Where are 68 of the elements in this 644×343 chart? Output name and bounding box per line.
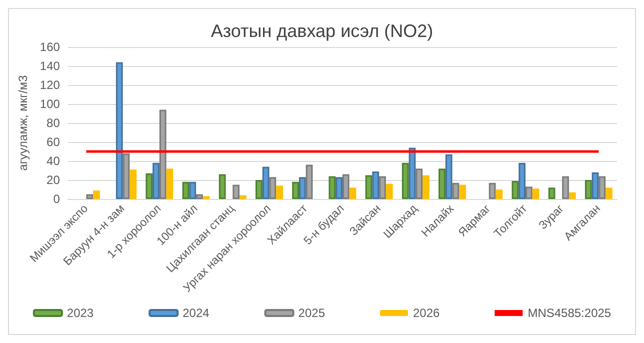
bar — [116, 62, 123, 199]
bar — [372, 171, 380, 199]
y-tick-label: 20 — [46, 173, 60, 187]
y-tick-label: 0 — [53, 192, 60, 206]
bar — [438, 168, 446, 199]
bar — [256, 180, 262, 199]
bar — [93, 190, 100, 199]
bar — [496, 190, 503, 199]
bar — [445, 154, 452, 199]
bar — [342, 174, 350, 199]
bar — [459, 184, 466, 199]
legend-label: MNS4585:2025 — [528, 306, 612, 320]
bar — [568, 192, 576, 199]
bar — [240, 195, 246, 199]
bar — [349, 188, 356, 199]
bar — [86, 194, 94, 199]
legend-label: 2023 — [66, 306, 94, 320]
y-tick-label: 80 — [46, 116, 60, 130]
bar — [584, 180, 592, 199]
bar — [379, 176, 386, 199]
bar — [488, 182, 496, 199]
bar — [196, 194, 203, 199]
chart-title: Азотын давхар исэл (NO2) — [210, 21, 434, 41]
bar — [336, 177, 342, 199]
bar — [328, 176, 336, 199]
bar — [452, 182, 460, 199]
bar — [159, 110, 166, 199]
y-tick-label: 120 — [40, 78, 60, 92]
y-tick-label: 100 — [40, 97, 60, 111]
bar — [416, 168, 423, 199]
bar — [306, 164, 313, 199]
bar — [548, 188, 556, 199]
bar — [232, 184, 240, 199]
bar — [182, 182, 190, 199]
bar — [518, 162, 526, 199]
bar — [146, 173, 153, 199]
y-tick-label: 60 — [46, 135, 60, 149]
bar — [532, 188, 540, 199]
bar — [292, 182, 299, 199]
bar — [386, 184, 393, 199]
bar — [408, 148, 416, 199]
bar — [218, 174, 226, 199]
y-tick-label: 140 — [40, 59, 60, 73]
bar — [598, 176, 606, 199]
y-axis-title: агууламж, мкг/м3 — [16, 74, 30, 171]
bar — [422, 175, 430, 199]
bar — [365, 175, 372, 199]
bar — [152, 162, 160, 199]
bar — [122, 153, 130, 199]
legend-label: 2025 — [298, 306, 326, 320]
bar — [262, 166, 270, 199]
bar — [562, 176, 569, 199]
bar — [166, 168, 174, 199]
bar — [512, 180, 519, 199]
bar — [592, 172, 599, 199]
bar — [606, 188, 612, 199]
y-tick-label: 160 — [40, 40, 60, 54]
legend-label: 2026 — [413, 306, 440, 320]
bar — [130, 170, 137, 199]
bar — [298, 177, 306, 199]
bar — [525, 186, 532, 199]
y-tick-label: 40 — [46, 154, 60, 168]
bar — [189, 182, 196, 199]
bar — [276, 186, 283, 199]
bar — [402, 162, 409, 199]
bar — [269, 177, 276, 199]
legend-label: 2024 — [182, 306, 210, 320]
bar — [202, 196, 210, 199]
